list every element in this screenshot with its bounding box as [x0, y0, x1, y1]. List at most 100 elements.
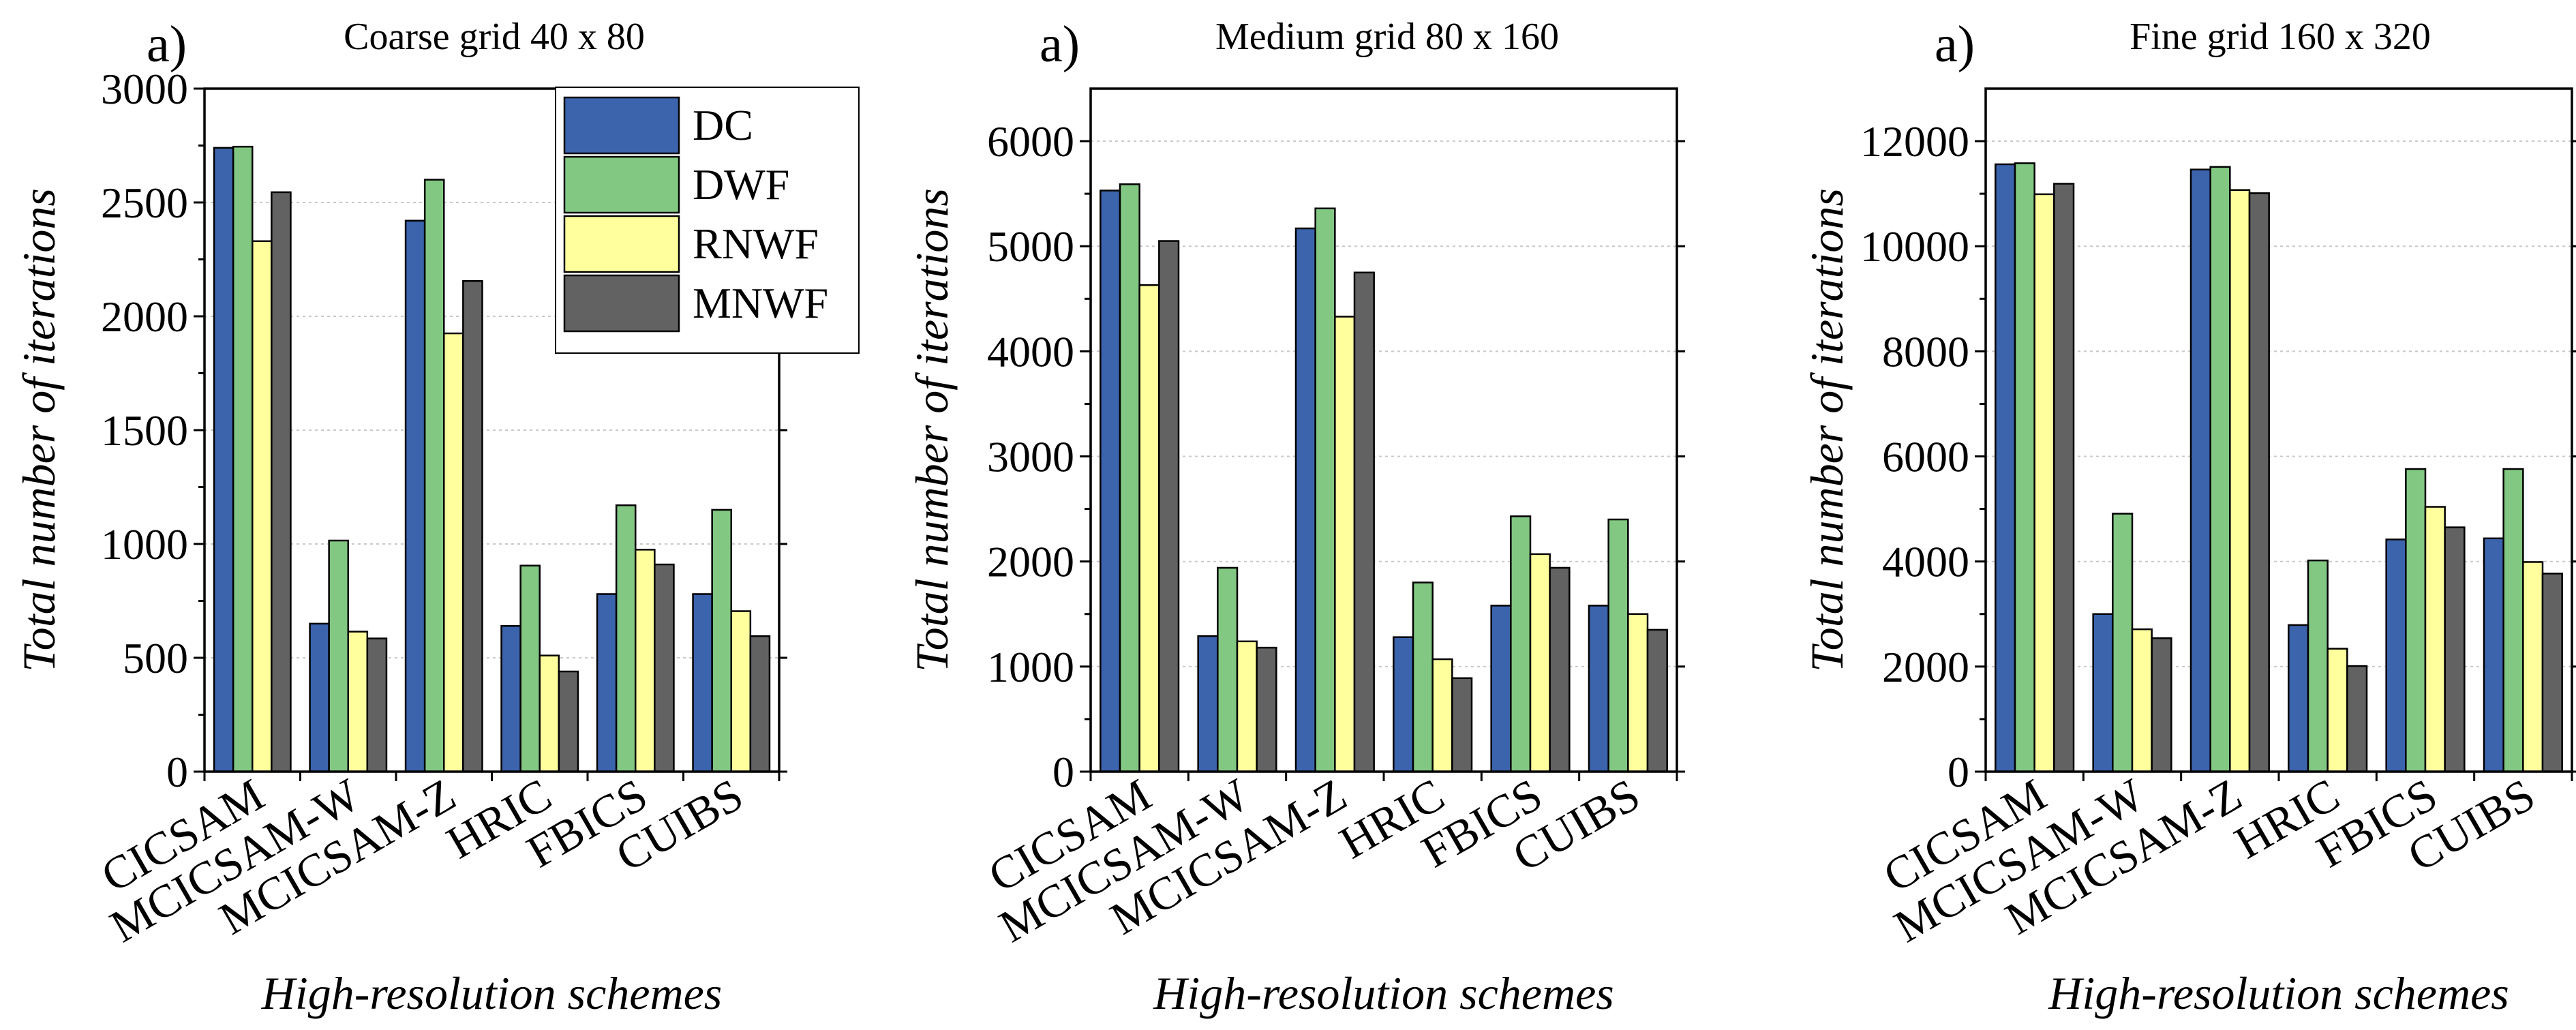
- bar-dc-cicsam: [1100, 190, 1121, 773]
- bar-mnwf-hric: [2346, 665, 2368, 773]
- y-tick-label: 2000: [1882, 643, 1969, 691]
- y-tick-label: 4000: [1882, 538, 1969, 586]
- y-tick-label: 500: [123, 634, 188, 682]
- bar-dwf-cuibs: [1607, 518, 1629, 773]
- y-axis-title: Total number of iterations: [1801, 188, 1853, 672]
- y-tick-label: 0: [166, 748, 188, 796]
- chart-panel-2: 0100020003000400050006000CICSAMMCICSAM-W…: [906, 16, 1685, 1019]
- bar-mnwf-hric: [1451, 677, 1473, 773]
- bar-mnwf-cuibs: [1646, 628, 1668, 773]
- legend-swatch-dc: [563, 96, 680, 155]
- bar-dc-hric: [500, 624, 521, 773]
- panel-label: a): [1935, 16, 1975, 73]
- legend-label-rnwf: RNWF: [693, 219, 819, 268]
- bar-rnwf-fbics: [1529, 553, 1551, 773]
- bar-dc-cuibs: [692, 593, 713, 773]
- bar-mnwf-cuibs: [749, 635, 771, 773]
- legend-label-dwf: DWF: [693, 160, 789, 209]
- bar-rnwf-mcicsam-w: [347, 631, 369, 773]
- bar-dwf-mcicsam-z: [2209, 166, 2231, 773]
- legend-swatch-dwf: [563, 155, 680, 214]
- bar-mnwf-mcicsam-z: [1353, 271, 1375, 773]
- legend-label-mnwf: MNWF: [693, 279, 828, 327]
- bar-dwf-hric: [2307, 559, 2329, 773]
- bar-dc-cuibs: [1588, 605, 1609, 773]
- bar-rnwf-cuibs: [1627, 613, 1649, 773]
- bar-dwf-mcicsam-w: [328, 539, 349, 773]
- bar-dc-cicsam: [1995, 163, 2016, 773]
- bar-dwf-fbics: [2405, 468, 2427, 773]
- y-tick-label: 1000: [101, 520, 188, 569]
- chart-title: Medium grid 80 x 160: [1215, 16, 1559, 58]
- bar-rnwf-fbics: [635, 549, 656, 773]
- y-tick-label: 2000: [987, 538, 1074, 586]
- panel-label: a): [1040, 16, 1080, 73]
- y-tick-label: 2000: [101, 292, 188, 341]
- y-tick-label: 10000: [1860, 222, 1969, 271]
- y-tick-label: 0: [1052, 748, 1074, 796]
- bar-rnwf-cicsam: [2033, 193, 2055, 773]
- bar-mnwf-cicsam: [1158, 240, 1180, 773]
- bar-dwf-mcicsam-w: [1217, 566, 1239, 773]
- bar-dwf-fbics: [1510, 515, 1532, 773]
- bar-dc-mcicsam-z: [2189, 168, 2211, 773]
- y-tick-label: 6000: [1882, 433, 1969, 481]
- bar-mnwf-cicsam: [271, 191, 292, 773]
- bar-dc-fbics: [2385, 539, 2407, 773]
- bar-dc-mcicsam-z: [404, 219, 426, 773]
- bar-dc-fbics: [596, 593, 618, 773]
- bar-dwf-fbics: [615, 504, 637, 773]
- legend-swatch-mnwf: [563, 274, 680, 333]
- bar-dc-fbics: [1490, 605, 1512, 773]
- bar-mnwf-fbics: [1549, 566, 1571, 773]
- y-tick-label: 1500: [101, 406, 188, 455]
- bar-dwf-hric: [1412, 581, 1434, 773]
- bar-mnwf-mcicsam-z: [462, 279, 483, 773]
- bar-rnwf-mcicsam-w: [2131, 628, 2153, 773]
- bar-mnwf-mcicsam-w: [366, 637, 388, 773]
- bar-rnwf-cuibs: [730, 610, 752, 773]
- bar-rnwf-hric: [2327, 648, 2348, 773]
- legend: DC DWF RNWF MNWF: [555, 87, 860, 354]
- y-tick-label: 0: [1948, 748, 1969, 796]
- y-tick-label: 2500: [101, 179, 188, 227]
- bar-rnwf-mcicsam-z: [2229, 189, 2251, 773]
- bar-rnwf-hric: [539, 654, 560, 773]
- chart-panel-3: 020004000600080001000012000CICSAMMCICSAM…: [1801, 16, 2576, 1019]
- bar-mnwf-mcicsam-w: [2151, 637, 2172, 773]
- legend-swatch-rnwf: [563, 215, 680, 273]
- bar-mnwf-fbics: [2444, 526, 2466, 773]
- bar-dc-cicsam: [213, 147, 234, 773]
- y-tick-label: 3000: [101, 65, 188, 113]
- bar-rnwf-hric: [1431, 658, 1453, 773]
- bar-mnwf-cicsam: [2053, 183, 2075, 773]
- bar-dc-mcicsam-z: [1294, 227, 1316, 773]
- bar-dc-hric: [2288, 624, 2309, 773]
- y-tick-label: 5000: [987, 222, 1074, 271]
- bar-dwf-cicsam: [1119, 183, 1140, 773]
- bar-mnwf-fbics: [654, 563, 675, 773]
- x-axis-title: High-resolution schemes: [1153, 967, 1613, 1019]
- bar-rnwf-cuibs: [2522, 561, 2544, 773]
- y-tick-label: 4000: [987, 327, 1074, 376]
- bar-mnwf-mcicsam-z: [2248, 192, 2270, 773]
- bar-dwf-mcicsam-z: [1314, 207, 1336, 773]
- bar-dc-cuibs: [2483, 537, 2504, 773]
- y-tick-label: 8000: [1882, 327, 1969, 376]
- y-tick-label: 6000: [987, 117, 1074, 166]
- bar-dwf-mcicsam-z: [423, 179, 445, 773]
- bar-dwf-mcicsam-w: [2112, 513, 2134, 773]
- bar-dwf-cicsam: [2014, 162, 2035, 773]
- bar-dwf-cicsam: [232, 145, 254, 773]
- bar-rnwf-fbics: [2424, 506, 2446, 773]
- chart-title: Coarse grid 40 x 80: [344, 16, 645, 58]
- bar-rnwf-cicsam: [252, 240, 273, 773]
- bar-rnwf-mcicsam-z: [1334, 316, 1356, 773]
- bar-dwf-hric: [519, 564, 541, 773]
- bar-dc-hric: [1393, 636, 1414, 773]
- bar-mnwf-mcicsam-w: [1256, 646, 1277, 773]
- bar-dwf-cuibs: [2502, 468, 2524, 773]
- bar-rnwf-mcicsam-z: [443, 332, 464, 773]
- bar-dc-mcicsam-w: [1197, 635, 1219, 773]
